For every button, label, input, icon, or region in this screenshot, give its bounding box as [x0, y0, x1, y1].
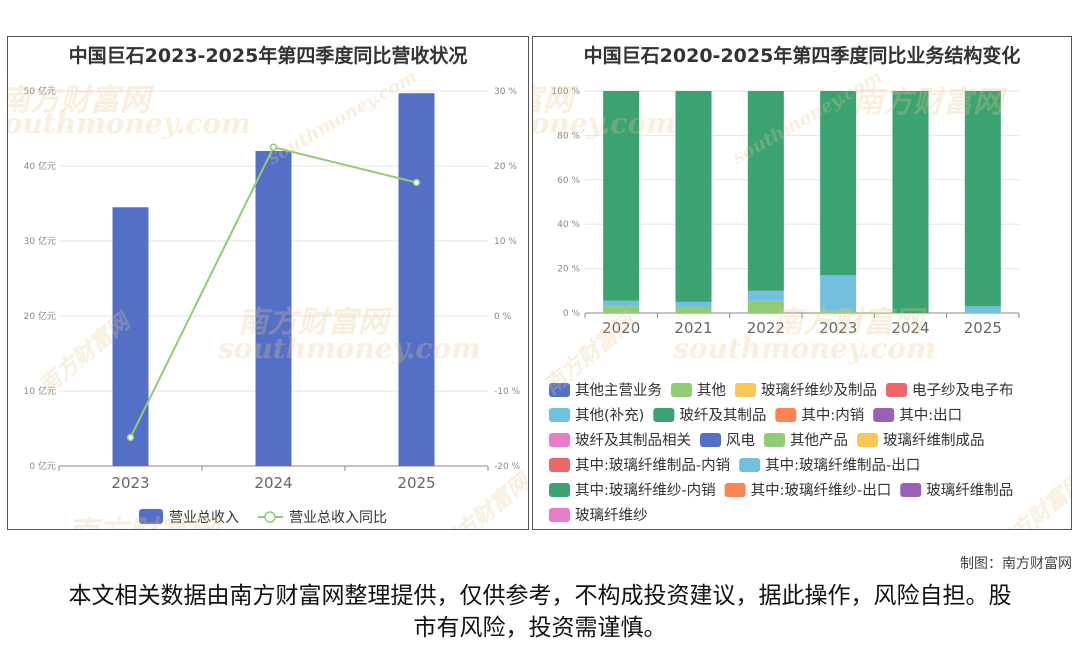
legend-swatch	[724, 483, 746, 497]
bar-segment-2025-s5	[964, 91, 1001, 307]
x-tick-label: 2024	[891, 319, 929, 337]
y-left-tick-label: 0 亿元	[29, 460, 56, 472]
bar-segment-2022-s5	[747, 91, 784, 291]
bar-segment-2020-s4	[603, 300, 640, 307]
x-tick-label: 2022	[747, 319, 785, 337]
y-right-tick-label: 0 %	[494, 312, 512, 322]
legend-label: 玻纤及其制品	[679, 407, 766, 424]
legend-swatch	[549, 383, 570, 397]
bar-segment-2023-s4	[820, 275, 857, 311]
legend-label: 其中:玻璃纤维纱-内销	[575, 482, 716, 499]
y-tick-label: 60 %	[557, 176, 580, 186]
bar-segment-2020-s1	[603, 306, 640, 313]
x-tick-label: 2020	[602, 319, 640, 337]
x-tick-label: 2023	[819, 319, 857, 337]
legend-label: 其他产品	[790, 432, 848, 449]
chart-credit: 制图：南方财富网	[960, 556, 1072, 572]
legend-swatch	[549, 433, 570, 447]
bar-revenue-2023	[112, 207, 149, 466]
legend-label: 其中:内销	[801, 407, 864, 424]
legend-swatch	[857, 433, 878, 447]
legend-swatch	[739, 458, 761, 472]
x-tick-label: 2025	[964, 319, 1002, 337]
legend-label: 其中:玻璃纤维纱-出口	[751, 482, 892, 499]
disclaimer-text: 本文相关数据由南方财富网整理提供，仅供参考，不构成投资建议，据此操作，风险自担。…	[68, 583, 1012, 641]
x-tick-label: 2024	[254, 474, 292, 492]
legend-swatch	[549, 483, 570, 497]
y-tick-label: 80 %	[557, 131, 580, 141]
chart-title: 中国巨石2020-2025年第四季度同比业务结构变化	[583, 45, 1021, 67]
chart-title: 中国巨石2023-2025年第四季度同比营收状况	[68, 45, 468, 67]
legend-swatch	[764, 433, 785, 447]
legend-label: 营业总收入同比	[289, 510, 387, 526]
legend-swatch	[671, 383, 692, 397]
legend-label: 其中:玻璃纤维制品-出口	[765, 457, 920, 474]
legend-label: 其他	[697, 382, 726, 399]
legend-label: 玻璃纤维制成品	[883, 432, 985, 449]
business-structure-chart: 0 % 20 % 40 % 60 % 80 % 100 % 2020 2021 2022 2023…	[549, 87, 1020, 524]
legend-label: 其中:玻璃纤维制品-内销	[575, 457, 730, 474]
bar-segment-2023-s5	[820, 91, 857, 276]
y-right-tick-label: 20 %	[494, 162, 517, 172]
legend-label: 玻璃纤维制品	[926, 482, 1013, 499]
legend-swatch	[549, 458, 570, 472]
legend-label: 玻纤及其制品相关	[575, 432, 691, 449]
legend-swatch	[886, 383, 907, 397]
legend-swatch	[735, 383, 756, 397]
y-right-tick-label: 30 %	[494, 87, 517, 97]
bar-segment-2021-s1	[675, 307, 712, 313]
bar-segment-2025-s4	[964, 306, 1001, 313]
legend-swatch-bar	[139, 509, 163, 524]
y-tick-label: 20 %	[557, 265, 580, 275]
x-tick-label: 2021	[674, 319, 712, 337]
y-tick-label: 0 %	[563, 309, 581, 319]
legend-label: 其他主营业务	[575, 382, 662, 399]
bar-segment-2022-s1	[747, 300, 784, 313]
business-structure-chart-panel: 中国巨石2020-2025年第四季度同比业务结构变化 0 % 20 % 40 % 60…	[532, 36, 1072, 530]
legend-label: 玻璃纤维纱及制品	[761, 382, 877, 399]
point-yoy-2025	[412, 178, 421, 187]
y-left-tick-label: 50 亿元	[24, 85, 56, 97]
bar-revenue-2025	[398, 93, 435, 466]
legend-label: 风电	[726, 432, 755, 449]
revenue-chart-panel: 中国巨石2023-2025年第四季度同比营收状况 0 亿元 10 亿元 20 亿元 3…	[7, 36, 529, 530]
legend-label: 营业总收入	[169, 510, 239, 526]
legend-swatch	[653, 408, 675, 422]
y-tick-label: 100 %	[551, 87, 580, 97]
y-left-tick-label: 20 亿元	[24, 310, 56, 322]
y-right-tick-label: 10 %	[494, 237, 517, 247]
bar-segment-2020-s5	[603, 91, 640, 301]
legend-swatch	[549, 508, 570, 522]
legend-swatch	[900, 483, 922, 497]
bar-segment-2024-s5	[892, 91, 929, 313]
legend-label: 电子纱及电子布	[912, 382, 1014, 399]
bar-revenue-2024	[255, 151, 292, 466]
y-left-tick-label: 10 亿元	[24, 385, 56, 397]
x-tick-label: 2025	[397, 474, 435, 492]
legend-swatch	[700, 433, 721, 447]
legend-label: 其中:出口	[899, 407, 962, 424]
legend-label: 其他(补充)	[575, 407, 644, 424]
legend-swatch	[549, 408, 570, 422]
y-left-tick-label: 30 亿元	[24, 235, 56, 247]
legend-label: 玻璃纤维纱	[575, 507, 648, 524]
legend-swatch	[873, 408, 895, 422]
bar-segment-2021-s5	[675, 91, 712, 302]
x-tick-label: 2023	[111, 474, 149, 492]
bar-segment-2021-s4	[675, 301, 712, 308]
bar-segment-2023-s1	[820, 310, 857, 313]
y-left-tick-label: 40 亿元	[24, 160, 56, 172]
y-right-tick-label: -20 %	[494, 462, 521, 472]
legend-swatch-marker	[264, 511, 276, 523]
bar-segment-2022-s4	[747, 290, 784, 301]
point-yoy-2023	[126, 433, 135, 442]
legend-swatch	[775, 408, 797, 422]
revenue-chart: 0 亿元 10 亿元 20 亿元 30 亿元 40 亿元 50 亿元 -20 % -10 % 0…	[24, 85, 521, 526]
y-tick-label: 40 %	[557, 220, 580, 230]
point-yoy-2024	[269, 143, 278, 151]
y-right-tick-label: -10 %	[494, 387, 521, 397]
